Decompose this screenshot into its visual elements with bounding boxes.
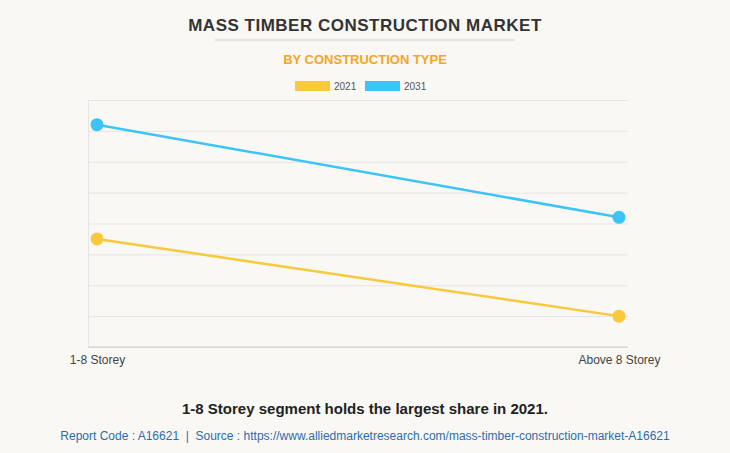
series-point: [91, 118, 104, 131]
source: Report Code : A16621 | Source : https://…: [60, 429, 670, 443]
x-tick-label: Above 8 Storey: [578, 353, 660, 367]
x-axis: 1-8 Storey Above 8 Storey: [70, 347, 661, 367]
series-point: [613, 310, 626, 323]
legend-item: 2021: [295, 81, 357, 92]
legend-swatch: [365, 81, 400, 91]
title-rule: [215, 40, 515, 41]
background: [0, 0, 730, 453]
series-line: [97, 239, 619, 316]
grid-line: [88, 224, 628, 225]
grid-line: [88, 316, 628, 317]
y-tick: [88, 162, 628, 163]
subtitle: BY CONSTRUCTION TYPE: [283, 52, 447, 67]
y-tick: [88, 347, 628, 348]
y-tick: [88, 100, 628, 101]
chart: MASS TIMBER CONSTRUCTION MARKET BY CONSTR…: [0, 0, 730, 453]
grid-line: [88, 100, 628, 101]
y-tick: [88, 285, 628, 286]
y-tick: [88, 254, 628, 255]
x-tick: 1-8 Storey: [70, 347, 125, 367]
title: MASS TIMBER CONSTRUCTION MARKET: [188, 16, 542, 35]
x-tick: Above 8 Storey: [578, 347, 660, 367]
x-tick-label: 1-8 Storey: [70, 353, 125, 367]
caption: 1-8 Storey segment holds the largest sha…: [182, 400, 548, 417]
grid-line: [88, 193, 628, 194]
y-axis: [88, 101, 628, 348]
x-axis-line: [88, 347, 628, 348]
y-tick: [88, 131, 628, 132]
plot-marks: [91, 118, 626, 322]
series-line: [97, 125, 619, 218]
grid-line: [88, 285, 628, 286]
y-tick: [88, 193, 628, 194]
legend-label: 2031: [404, 81, 427, 92]
y-tick: [88, 224, 628, 225]
grid-line: [88, 347, 628, 348]
grid-line: [88, 131, 628, 132]
grid-line: [88, 162, 628, 163]
legend-label: 2021: [334, 81, 357, 92]
series-point: [91, 232, 104, 245]
legend-item: 2031: [365, 81, 427, 92]
legend: 2021 2031: [295, 81, 427, 92]
y-axis-line: [89, 101, 629, 348]
y-tick: [88, 316, 628, 317]
grid-line: [88, 254, 628, 255]
legend-swatch: [295, 81, 330, 91]
series-point: [613, 211, 626, 224]
